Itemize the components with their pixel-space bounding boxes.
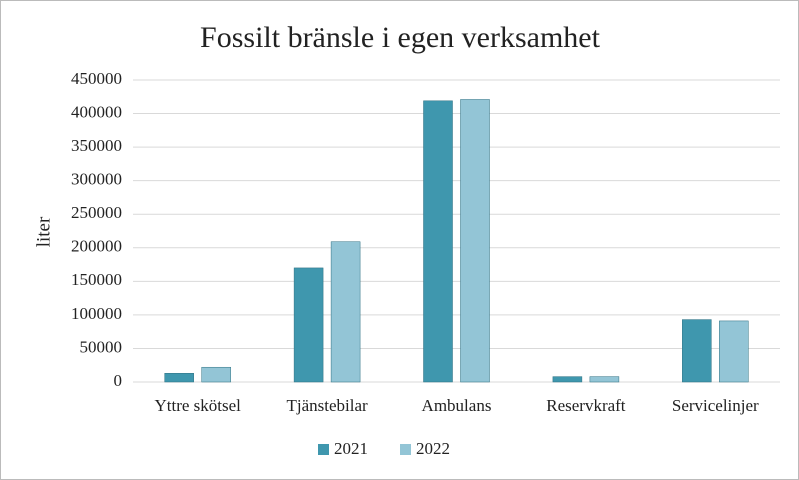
legend-swatch [318, 444, 329, 455]
y-tick-label: 50000 [80, 337, 123, 356]
bar [201, 366, 231, 383]
y-tick-label: 400000 [71, 102, 122, 121]
y-tick-label: 450000 [71, 69, 122, 88]
x-tick-label: Tjänstebilar [286, 396, 368, 415]
y-tick-label: 150000 [71, 270, 122, 289]
bar [460, 99, 490, 383]
bar [423, 100, 453, 383]
x-tick-label: Reservkraft [546, 396, 626, 415]
legend-swatch [400, 444, 411, 455]
bar [552, 376, 583, 383]
bar [682, 319, 712, 383]
bar [719, 320, 749, 383]
x-tick-label: Ambulans [422, 396, 492, 415]
bar [293, 267, 324, 383]
bar [330, 241, 361, 383]
y-tick-label: 0 [114, 371, 123, 390]
legend-label: 2021 [334, 439, 368, 458]
chart-title: Fossilt bränsle i egen verksamhet [200, 21, 601, 54]
y-tick-label: 200000 [71, 237, 122, 256]
y-axis-label: liter [33, 216, 54, 247]
y-tick-label: 250000 [71, 203, 122, 222]
x-tick-label: Servicelinjer [672, 396, 759, 415]
bar [164, 373, 194, 383]
legend-label: 2022 [416, 439, 450, 458]
bar [589, 376, 620, 383]
y-tick-label: 100000 [71, 304, 122, 323]
y-tick-label: 300000 [71, 170, 122, 189]
y-tick-label: 350000 [71, 136, 122, 155]
x-tick-label: Yttre skötsel [154, 396, 241, 415]
